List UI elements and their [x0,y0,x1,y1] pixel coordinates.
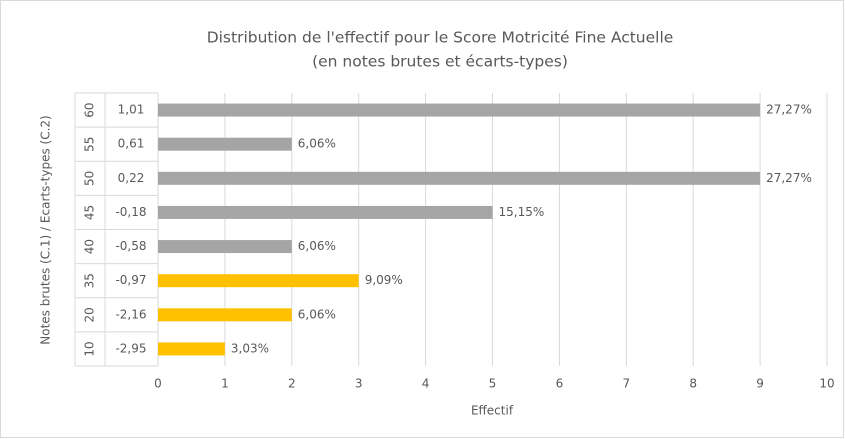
bar [158,205,493,219]
x-tick-label: 5 [489,377,497,391]
x-tick-label: 1 [221,377,229,391]
bar [158,274,359,288]
x-tick-label: 10 [819,377,834,391]
x-tick-label: 0 [154,377,162,391]
value-label: 6,06% [298,307,336,321]
subcategory-label: 0,22 [118,171,145,185]
bar [158,308,292,322]
bar [158,342,225,356]
category-label: 10 [83,341,97,356]
category-label: 40 [83,239,97,254]
x-tick-label: 9 [756,377,764,391]
x-tick-label: 6 [556,377,564,391]
subcategory-label: -2,16 [115,307,146,321]
x-tick-label: 3 [355,377,363,391]
x-tick-label: 4 [422,377,430,391]
subcategory-label: -0,58 [115,239,146,253]
category-label: 50 [83,171,97,186]
bar [158,171,761,185]
category-label: 20 [83,307,97,322]
value-label: 3,03% [231,341,269,355]
bar [158,103,761,117]
subcategory-label: -0,97 [115,273,146,287]
value-label: 6,06% [298,137,336,151]
x-tick-label: 2 [288,377,296,391]
category-label: 55 [83,137,97,152]
value-label: 6,06% [298,239,336,253]
value-label: 15,15% [499,205,545,219]
subcategory-label: -2,95 [115,341,146,355]
value-label: 27,27% [766,171,812,185]
value-label: 9,09% [365,273,403,287]
value-label: 27,27% [766,103,812,117]
chart-title: Distribution de l'effectif pour le Score… [207,29,674,47]
subcategory-label: 1,01 [118,103,145,117]
category-label: 60 [83,102,97,117]
y-axis-title: Notes brutes (C.1) / Ecarts-types (C.2) [39,115,53,344]
category-label: 35 [83,273,97,288]
x-tick-label: 8 [689,377,697,391]
subcategory-label: -0,18 [115,205,146,219]
chart-subtitle: (en notes brutes et écarts-types) [312,53,568,71]
bar [158,240,292,254]
category-label: 45 [83,205,97,220]
bar [158,137,292,151]
x-axis-title: Effectif [471,404,514,418]
x-tick-label: 7 [622,377,630,391]
subcategory-label: 0,61 [118,137,145,151]
